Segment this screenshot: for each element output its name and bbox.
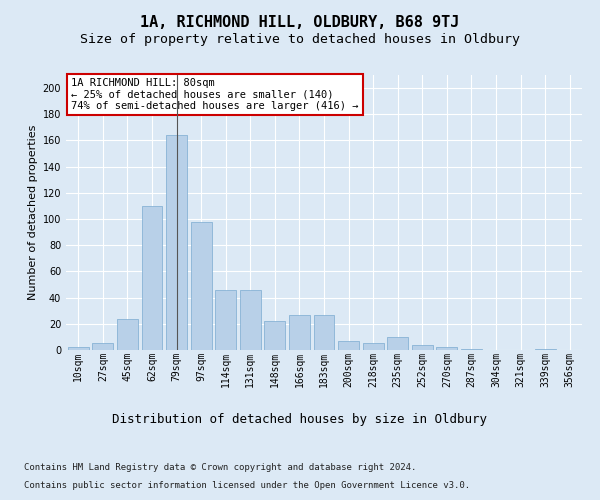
Bar xyxy=(142,206,163,350)
Text: Contains HM Land Registry data © Crown copyright and database right 2024.: Contains HM Land Registry data © Crown c… xyxy=(24,462,416,471)
Bar xyxy=(240,290,261,350)
Bar xyxy=(92,344,113,350)
Text: Size of property relative to detached houses in Oldbury: Size of property relative to detached ho… xyxy=(80,32,520,46)
Bar xyxy=(289,314,310,350)
Bar xyxy=(412,345,433,350)
Bar xyxy=(191,222,212,350)
Bar xyxy=(461,348,482,350)
Text: 1A, RICHMOND HILL, OLDBURY, B68 9TJ: 1A, RICHMOND HILL, OLDBURY, B68 9TJ xyxy=(140,15,460,30)
Text: Contains public sector information licensed under the Open Government Licence v3: Contains public sector information licen… xyxy=(24,481,470,490)
Bar xyxy=(387,337,408,350)
Bar xyxy=(265,321,286,350)
Bar xyxy=(436,348,457,350)
Bar xyxy=(362,344,383,350)
Bar xyxy=(535,348,556,350)
Text: Distribution of detached houses by size in Oldbury: Distribution of detached houses by size … xyxy=(113,412,487,426)
Bar xyxy=(215,290,236,350)
Bar xyxy=(68,348,89,350)
Bar xyxy=(166,135,187,350)
Bar xyxy=(314,314,334,350)
Bar xyxy=(117,318,138,350)
Text: 1A RICHMOND HILL: 80sqm
← 25% of detached houses are smaller (140)
74% of semi-d: 1A RICHMOND HILL: 80sqm ← 25% of detache… xyxy=(71,78,359,111)
Y-axis label: Number of detached properties: Number of detached properties xyxy=(28,125,38,300)
Bar xyxy=(338,341,359,350)
